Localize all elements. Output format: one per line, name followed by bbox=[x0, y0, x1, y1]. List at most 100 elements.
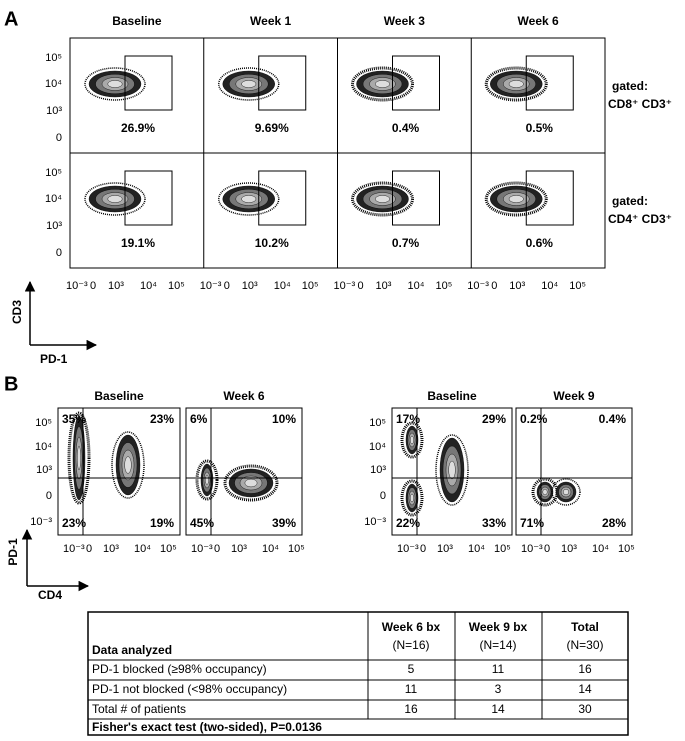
y-tick-label: 10³ bbox=[370, 464, 386, 476]
quadrant-percentage: 0.4% bbox=[599, 412, 627, 426]
gate bbox=[258, 170, 307, 226]
percentage: 0.6% bbox=[526, 236, 554, 250]
quadrant-percentage: 0.2% bbox=[520, 412, 548, 426]
quadrant-percentage: 6% bbox=[190, 412, 208, 426]
y-tick-label: 10³ bbox=[46, 105, 62, 117]
y-tick-label: 0 bbox=[56, 132, 62, 144]
gate bbox=[525, 55, 574, 111]
cell-cloud bbox=[551, 478, 581, 506]
y-tick-label: 10⁴ bbox=[45, 78, 62, 90]
contour bbox=[375, 80, 390, 88]
x-tick-label: 10⁵ bbox=[288, 543, 305, 555]
quadrant-percentage: 35% bbox=[62, 412, 86, 426]
table-header: Data analyzed bbox=[92, 643, 172, 657]
contour bbox=[410, 435, 414, 445]
quadrant-percentage: 33% bbox=[482, 516, 506, 530]
contour bbox=[107, 80, 123, 88]
percentage: 26.9% bbox=[121, 121, 155, 135]
x-tick-label: 10⁵ bbox=[302, 280, 319, 292]
y-tick-label: 10⁵ bbox=[369, 417, 386, 429]
x-tick-label: 0 bbox=[224, 280, 230, 292]
column-title: Week 3 bbox=[384, 14, 425, 28]
percentage: 0.4% bbox=[392, 121, 420, 135]
cell-cloud bbox=[435, 434, 469, 506]
x-axis-label: PD-1 bbox=[40, 352, 68, 366]
row-label: Total # of patients bbox=[92, 702, 186, 716]
cell-cloud bbox=[111, 431, 145, 499]
x-tick-label: 10⁵ bbox=[160, 543, 177, 555]
y-tick-label: 0 bbox=[380, 490, 386, 502]
cell: 16 bbox=[404, 702, 418, 716]
cell-cloud bbox=[351, 66, 414, 102]
x-tick-label: 10⁵ bbox=[168, 280, 185, 292]
x-tick-label: 10⁻³ bbox=[200, 280, 222, 292]
x-tick-label: 10⁴ bbox=[408, 280, 425, 292]
y-tick-label: 10⁴ bbox=[45, 193, 62, 205]
cell: 30 bbox=[578, 702, 592, 716]
x-tick-label: 0 bbox=[214, 543, 220, 555]
quadrant-percentage: 17% bbox=[396, 412, 420, 426]
gate-label: CD8⁺ CD3⁺ bbox=[608, 97, 672, 111]
cell-cloud bbox=[84, 182, 146, 216]
panel-label: A bbox=[4, 8, 18, 30]
gate bbox=[258, 55, 307, 111]
x-tick-label: 10⁵ bbox=[618, 543, 635, 555]
quadrant-percentage: 23% bbox=[150, 412, 174, 426]
cell-cloud bbox=[223, 464, 279, 502]
cell-cloud bbox=[218, 67, 280, 101]
table-footer: Fisher's exact test (two-sided), P=0.013… bbox=[92, 720, 322, 734]
y-axis-label: PD-1 bbox=[6, 538, 20, 566]
x-tick-label: 10³ bbox=[103, 543, 119, 555]
x-tick-label: 0 bbox=[420, 543, 426, 555]
cell-cloud bbox=[400, 479, 424, 517]
row-label: PD-1 blocked (≥98% occupancy) bbox=[92, 662, 267, 676]
x-tick-label: 10⁻³ bbox=[521, 543, 543, 555]
cell: 11 bbox=[405, 682, 418, 696]
cell-cloud bbox=[484, 181, 548, 217]
cell-cloud bbox=[218, 182, 280, 216]
percentage: 19.1% bbox=[121, 236, 155, 250]
x-tick-label: 10⁴ bbox=[262, 543, 279, 555]
plot-frame bbox=[185, 407, 303, 536]
table-border bbox=[87, 611, 629, 736]
column-title: Week 6 bbox=[518, 14, 559, 28]
x-tick-label: 10³ bbox=[561, 543, 577, 555]
gate bbox=[525, 170, 574, 226]
gate-label: CD4⁺ CD3⁺ bbox=[608, 212, 672, 226]
quadrant-percentage: 10% bbox=[272, 412, 296, 426]
cell: 3 bbox=[495, 682, 502, 696]
y-axis-label: CD3 bbox=[10, 300, 24, 324]
y-tick-label: 10³ bbox=[46, 220, 62, 232]
y-tick-label: 10³ bbox=[36, 464, 52, 476]
x-tick-label: 10⁴ bbox=[541, 280, 558, 292]
y-tick-label: 10⁻³ bbox=[30, 516, 52, 528]
contour bbox=[107, 195, 123, 203]
x-tick-label: 0 bbox=[358, 280, 364, 292]
x-tick-label: 10⁴ bbox=[140, 280, 157, 292]
y-tick-label: 10⁴ bbox=[369, 441, 386, 453]
percentage: 10.2% bbox=[255, 236, 289, 250]
contour bbox=[448, 460, 456, 480]
gate bbox=[124, 55, 173, 111]
table bbox=[87, 611, 629, 736]
table-header-n: (N=16) bbox=[392, 638, 429, 652]
plot-frame bbox=[57, 407, 181, 536]
quadrant-percentage: 45% bbox=[190, 516, 214, 530]
quadrant-percentage: 19% bbox=[150, 516, 174, 530]
x-tick-label: 0 bbox=[86, 543, 92, 555]
y-tick-label: 0 bbox=[46, 490, 52, 502]
gate-title: gated: bbox=[612, 194, 648, 208]
cell: 5 bbox=[408, 662, 415, 676]
x-tick-label: 10⁻³ bbox=[66, 280, 88, 292]
x-tick-label: 10⁴ bbox=[134, 543, 151, 555]
cell: 16 bbox=[578, 662, 592, 676]
gate bbox=[392, 170, 440, 226]
cell-cloud bbox=[67, 411, 91, 505]
gate bbox=[124, 170, 173, 226]
table-header-n: (N=30) bbox=[566, 638, 603, 652]
plot-title: Week 6 bbox=[223, 389, 264, 403]
plot-title: Week 9 bbox=[553, 389, 594, 403]
panel-label: B bbox=[4, 373, 18, 395]
x-tick-label: 10⁵ bbox=[569, 280, 586, 292]
